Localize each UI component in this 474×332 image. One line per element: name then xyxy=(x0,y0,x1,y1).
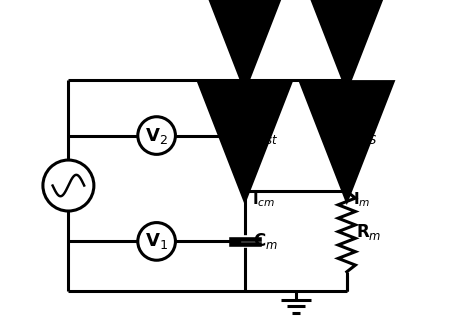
Text: Z$_S$: Z$_S$ xyxy=(356,125,377,145)
Text: R$_m$: R$_m$ xyxy=(356,221,382,242)
Text: I$_{cm}$: I$_{cm}$ xyxy=(252,191,275,209)
Text: I$_{st}$: I$_{st}$ xyxy=(252,79,269,98)
Text: I$_s$: I$_s$ xyxy=(353,79,366,98)
Circle shape xyxy=(43,160,94,211)
Text: V$_2$: V$_2$ xyxy=(145,125,168,145)
Text: C$_{st}$: C$_{st}$ xyxy=(254,125,279,145)
Text: I$_m$: I$_m$ xyxy=(353,191,370,209)
Text: V$_1$: V$_1$ xyxy=(145,231,168,251)
Circle shape xyxy=(138,117,175,154)
Circle shape xyxy=(138,222,175,260)
Text: C$_m$: C$_m$ xyxy=(254,231,278,251)
